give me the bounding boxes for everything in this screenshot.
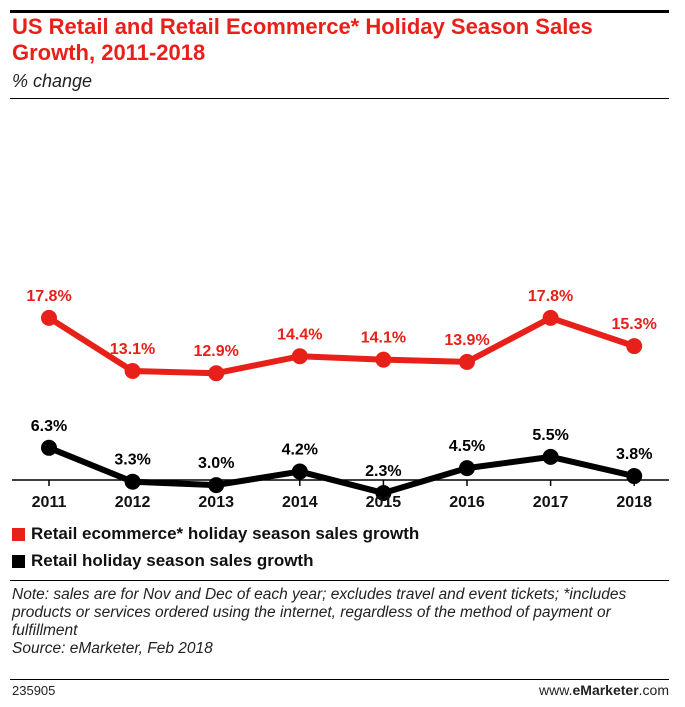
x-tick-label-2012: 2012 bbox=[115, 494, 151, 511]
data-point-retail-2016 bbox=[459, 460, 475, 477]
brand-link[interactable]: www.eMarketer.com bbox=[539, 682, 669, 698]
legend-label-ecommerce: Retail ecommerce* holiday season sales g… bbox=[31, 524, 420, 543]
data-label-ecommerce-2011: 17.8% bbox=[26, 288, 71, 305]
data-point-ecommerce-2014 bbox=[291, 348, 308, 365]
data-label-ecommerce-2012: 13.1% bbox=[110, 341, 155, 358]
data-label-ecommerce-2017: 17.8% bbox=[528, 288, 573, 305]
data-point-ecommerce-2011 bbox=[41, 309, 57, 326]
legend-swatch-ecommerce bbox=[12, 527, 25, 541]
line-chart: 17.8% 13.1% 12.9% 14.4% 14.1% 13.9% 17.8% 15.3%… bbox=[12, 288, 669, 511]
x-tick-label-2011: 2011 bbox=[32, 494, 67, 511]
data-label-retail-2014: 4.2% bbox=[282, 442, 318, 459]
data-label-retail-2013: 3.0% bbox=[198, 455, 234, 472]
legend-label-retail: Retail holiday season sales growth bbox=[31, 551, 314, 570]
data-point-retail-2017 bbox=[542, 448, 559, 465]
data-point-ecommerce-2015 bbox=[375, 351, 392, 368]
brand-prefix: www. bbox=[539, 682, 573, 698]
data-label-retail-2017: 5.5% bbox=[532, 427, 568, 444]
x-tick-label-2018: 2018 bbox=[616, 494, 652, 511]
data-point-retail-2011 bbox=[41, 439, 57, 456]
series-line-ecommerce bbox=[46, 314, 638, 377]
legend-swatch-retail bbox=[12, 554, 25, 568]
x-axis-ticks: 2011 2012 2013 2014 2015 2016 2017 2018 bbox=[32, 480, 652, 511]
top-bar bbox=[10, 10, 669, 13]
data-label-ecommerce-2016: 13.9% bbox=[444, 332, 489, 349]
series-line-retail bbox=[46, 444, 638, 497]
x-tick-label-2013: 2013 bbox=[198, 494, 234, 511]
data-label-retail-2016: 4.5% bbox=[449, 438, 485, 455]
series-layer: 17.8% 13.1% 12.9% 14.4% 14.1% 13.9% 17.8% 15.3%… bbox=[26, 288, 657, 502]
chart-title: US Retail and Retail Ecommerce* Holiday … bbox=[12, 14, 593, 65]
legend-item-retail: Retail holiday season sales growth bbox=[12, 551, 313, 571]
note-text: Note: sales are for Nov and Dec of each … bbox=[12, 586, 627, 639]
data-point-ecommerce-2016 bbox=[459, 353, 475, 370]
footer-divider bbox=[10, 679, 669, 680]
data-label-retail-2015: 2.3% bbox=[365, 463, 401, 480]
note-divider bbox=[10, 580, 669, 581]
data-point-ecommerce-2018 bbox=[626, 338, 643, 355]
data-label-ecommerce-2013: 12.9% bbox=[194, 343, 239, 360]
data-label-ecommerce-2014: 14.4% bbox=[277, 326, 322, 343]
chart-subtitle: % change bbox=[12, 71, 93, 91]
source-text: Source: eMarketer, Feb 2018 bbox=[12, 640, 213, 657]
x-tick-label-2016: 2016 bbox=[449, 494, 485, 511]
data-label-retail-2011: 6.3% bbox=[31, 418, 67, 435]
brand-suffix: .com bbox=[638, 682, 669, 698]
data-point-ecommerce-2013 bbox=[208, 365, 225, 382]
chart-id: 235905 bbox=[12, 683, 56, 698]
data-label-ecommerce-2018: 15.3% bbox=[612, 316, 657, 333]
x-tick-label-2014: 2014 bbox=[282, 494, 318, 511]
legend-item-ecommerce: Retail ecommerce* holiday season sales g… bbox=[12, 524, 419, 544]
data-point-retail-2014 bbox=[291, 463, 308, 480]
data-point-retail-2015 bbox=[375, 485, 392, 502]
data-point-ecommerce-2017 bbox=[542, 309, 559, 326]
x-tick-label-2017: 2017 bbox=[533, 494, 569, 511]
x-tick-label-2015: 2015 bbox=[366, 494, 402, 511]
chart-note: Note: sales are for Nov and Dec of each … bbox=[12, 586, 667, 658]
data-point-ecommerce-2012 bbox=[124, 362, 141, 379]
data-label-retail-2018: 3.8% bbox=[616, 446, 652, 463]
brand-name: eMarketer bbox=[572, 682, 639, 698]
header-divider bbox=[10, 98, 669, 99]
data-label-ecommerce-2015: 14.1% bbox=[361, 330, 406, 347]
data-label-retail-2012: 3.3% bbox=[114, 452, 150, 469]
